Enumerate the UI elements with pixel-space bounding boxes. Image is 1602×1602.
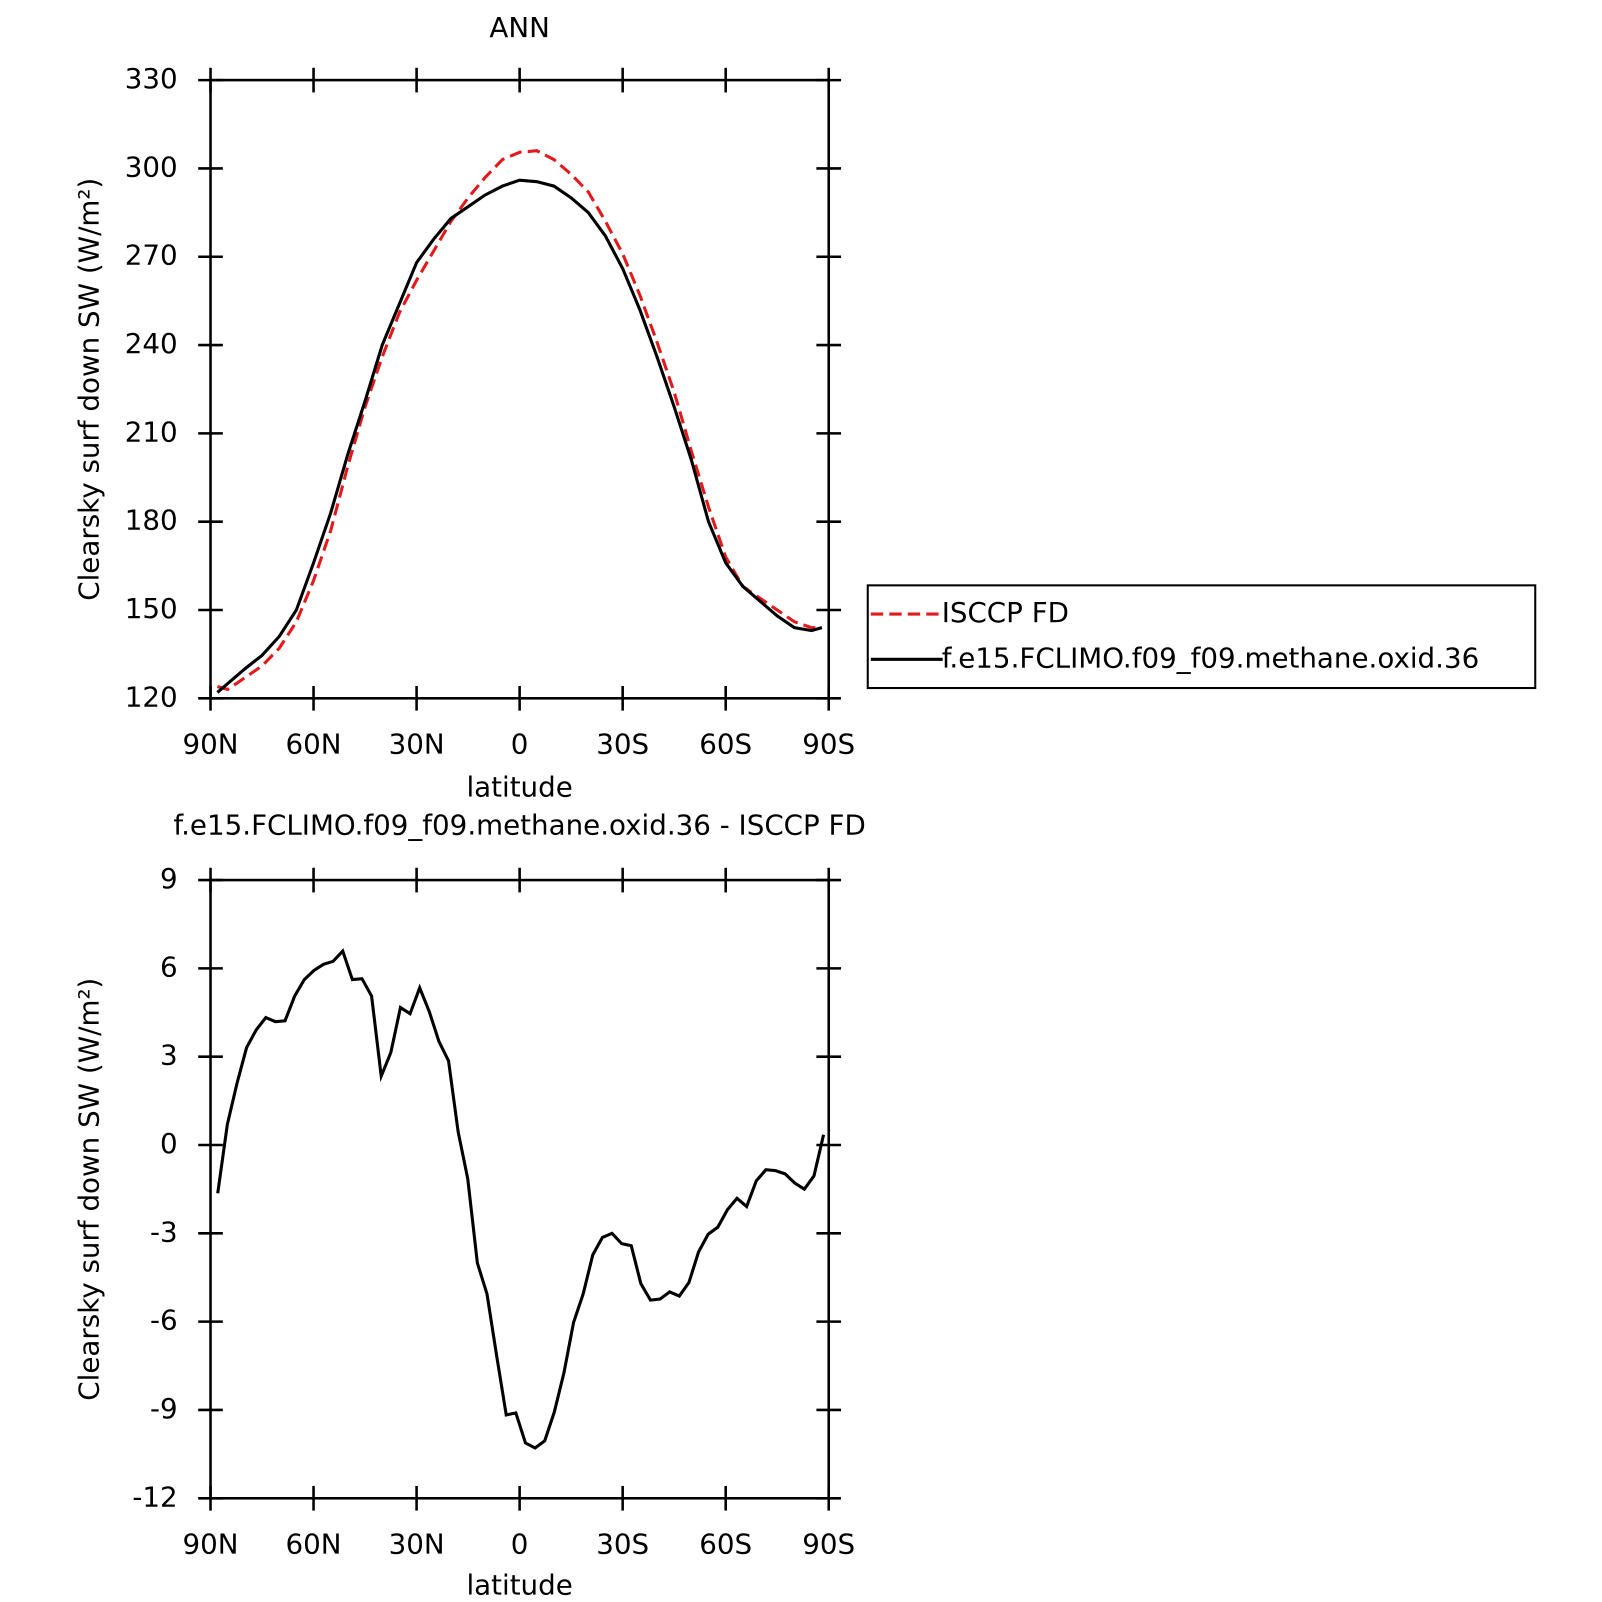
y-axis-label: Clearsky surf down SW (W/m²) <box>72 178 105 601</box>
x-tick-label: 30S <box>596 1528 649 1561</box>
y-axis-label: Clearsky surf down SW (W/m²) <box>72 978 105 1401</box>
y-tick-label: 180 <box>125 504 178 537</box>
y-tick-label: 0 <box>160 1127 178 1160</box>
y-tick-label: 9 <box>160 862 178 895</box>
x-tick-label: 30S <box>596 728 649 761</box>
x-axis-label: latitude <box>466 1569 572 1602</box>
plot-frame <box>209 878 831 1500</box>
y-tick-label: 240 <box>125 327 178 360</box>
data-line <box>216 149 822 692</box>
x-tick-label: 90N <box>183 728 239 761</box>
y-tick-label: -9 <box>150 1392 178 1425</box>
legend-label: f.e15.FCLIMO.f09_f09.methane.oxid.36 <box>942 641 1480 674</box>
x-tick-label: 0 <box>511 728 529 761</box>
y-tick-label: -3 <box>150 1215 178 1248</box>
data-line <box>216 178 823 694</box>
x-tick-label: 60N <box>286 728 342 761</box>
x-tick-label: 60S <box>699 728 752 761</box>
x-axis-label: latitude <box>466 771 572 804</box>
chart-title: ANN <box>489 11 549 44</box>
chart-title: f.e15.FCLIMO.f09_f09.methane.oxid.36 - I… <box>173 809 865 842</box>
x-tick-label: 60N <box>286 1528 342 1561</box>
data-line <box>216 948 826 1450</box>
x-tick-label: 90S <box>802 1528 855 1561</box>
x-tick-label: 0 <box>511 1528 529 1561</box>
y-tick-label: 330 <box>125 62 178 95</box>
y-tick-label: 270 <box>125 239 178 272</box>
x-tick-label: 60S <box>699 1528 752 1561</box>
x-tick-label: 30N <box>389 1528 445 1561</box>
y-tick-label: -6 <box>150 1304 178 1337</box>
x-tick-label: 90S <box>802 728 855 761</box>
y-tick-label: 6 <box>160 950 178 983</box>
legend-label: ISCCP FD <box>942 596 1069 629</box>
x-tick-label: 90N <box>183 1528 239 1561</box>
plot-frame <box>209 78 831 700</box>
y-tick-label: -12 <box>132 1480 177 1513</box>
y-tick-label: 3 <box>160 1039 178 1072</box>
y-tick-label: 150 <box>125 592 178 625</box>
y-tick-label: 120 <box>125 680 178 713</box>
x-tick-label: 30N <box>389 728 445 761</box>
y-tick-label: 300 <box>125 150 178 183</box>
y-tick-label: 210 <box>125 415 178 448</box>
legend-box <box>866 584 1537 690</box>
